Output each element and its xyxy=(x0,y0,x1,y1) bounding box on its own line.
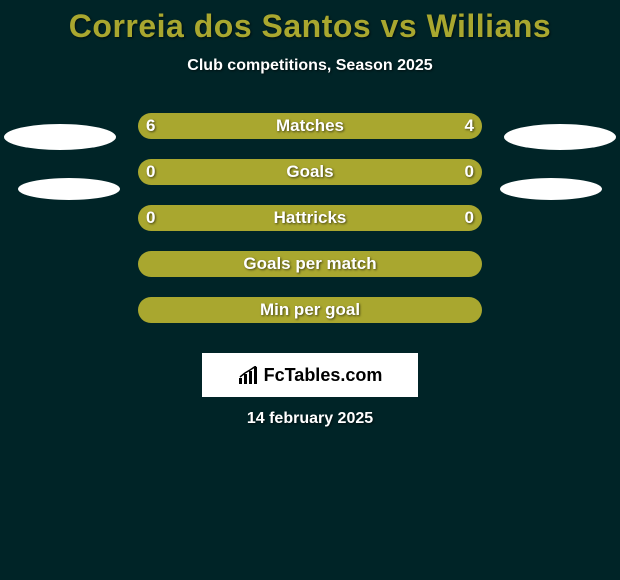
stat-bar: 0 Goals 0 xyxy=(138,159,482,185)
stat-label: Goals per match xyxy=(138,251,482,277)
stat-row: Goals per match xyxy=(0,251,620,297)
stat-bar: Min per goal xyxy=(138,297,482,323)
stat-row: Min per goal xyxy=(0,297,620,343)
stat-right-value: 4 xyxy=(465,113,474,139)
logo: FcTables.com xyxy=(238,365,383,386)
stat-label: Hattricks xyxy=(138,205,482,231)
stat-row: 0 Hattricks 0 xyxy=(0,205,620,251)
logo-box: FcTables.com xyxy=(202,353,418,397)
date-text: 14 february 2025 xyxy=(0,410,620,428)
logo-chart-icon xyxy=(238,366,260,384)
stat-row: 6 Matches 4 xyxy=(0,113,620,159)
stat-bar: 6 Matches 4 xyxy=(138,113,482,139)
page-title: Correia dos Santos vs Willians xyxy=(0,0,620,45)
stat-label: Goals xyxy=(138,159,482,185)
stats-rows: 6 Matches 4 0 Goals 0 0 Hattricks 0 Goal… xyxy=(0,113,620,343)
stat-bar: 0 Hattricks 0 xyxy=(138,205,482,231)
logo-text: FcTables.com xyxy=(264,365,383,386)
stat-right-value: 0 xyxy=(465,205,474,231)
stat-label: Matches xyxy=(138,113,482,139)
subtitle: Club competitions, Season 2025 xyxy=(0,57,620,75)
stat-right-value: 0 xyxy=(465,159,474,185)
stat-bar: Goals per match xyxy=(138,251,482,277)
stat-label: Min per goal xyxy=(138,297,482,323)
stat-row: 0 Goals 0 xyxy=(0,159,620,205)
